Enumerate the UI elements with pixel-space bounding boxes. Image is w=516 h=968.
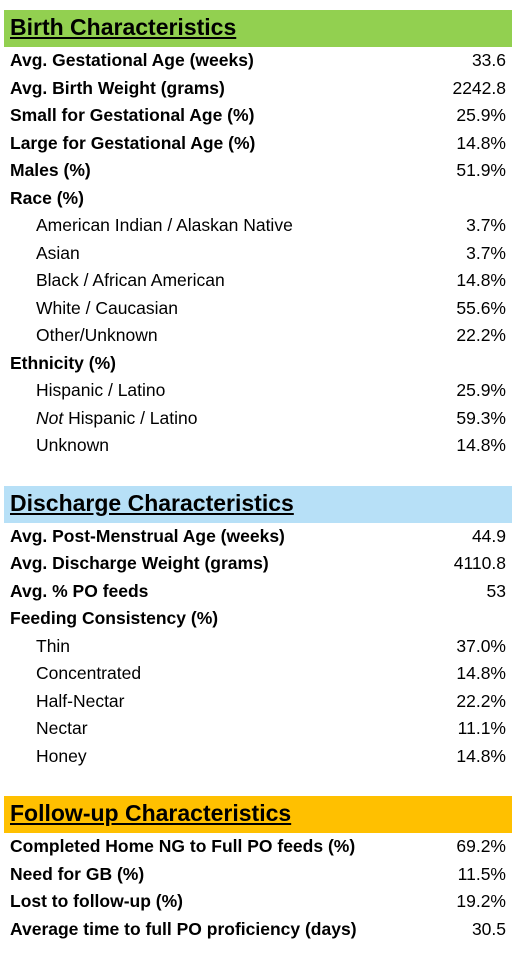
section-title: Follow-up Characteristics — [10, 800, 292, 826]
row-value: 53 — [486, 580, 506, 601]
row-label: Avg. Gestational Age (weeks) — [10, 50, 254, 70]
row-label: Need for GB (%) — [10, 863, 145, 884]
row-value: 22.2% — [456, 690, 506, 711]
row-value: 3.7% — [466, 242, 506, 263]
row-value: 14.8% — [456, 663, 506, 683]
row-value: 3.7% — [466, 215, 506, 235]
row-value: 4110.8 — [453, 553, 506, 573]
row-label: Average time to full PO proficiency (day… — [10, 918, 357, 939]
row-label: Avg. Birth Weight (grams) — [10, 77, 225, 98]
row-label: Ethnicity (%) — [10, 352, 116, 373]
row-label: Honey — [36, 745, 87, 766]
row-value: 14.8% — [456, 745, 506, 766]
row-value: 19.2% — [456, 891, 506, 911]
section-title: Birth Characteristics — [10, 14, 237, 40]
row-label: Half-Nectar — [36, 690, 125, 711]
row-value: 11.5% — [457, 863, 506, 884]
row-label: Avg. Discharge Weight (grams) — [10, 553, 269, 573]
row-label: White / Caucasian — [36, 297, 179, 318]
row-value: 14.8% — [456, 435, 506, 455]
row-label: Avg. Post-Menstrual Age (weeks) — [10, 525, 285, 546]
section-header: Discharge Characteristics — [4, 485, 512, 523]
row-label: Small for Gestational Age (%) — [10, 105, 255, 125]
row-label: Thin — [36, 635, 71, 656]
row-value: 59.3% — [456, 407, 506, 428]
row-label: Unknown — [36, 435, 109, 455]
row-value: 51.9% — [456, 160, 506, 180]
row-label: Large for Gestational Age (%) — [10, 132, 256, 153]
section-title: Discharge Characteristics — [10, 489, 294, 516]
row-value: 30.5 — [471, 918, 506, 939]
row-label: Lost to follow-up (%) — [10, 891, 184, 911]
row-value: 37.0% — [456, 635, 506, 656]
row-value: 55.6% — [456, 297, 506, 318]
label-italic: Not — [36, 407, 64, 428]
label-text: Hispanic / Latino — [68, 407, 198, 428]
row-value: 33.6 — [471, 50, 506, 70]
row-label: Concentrated — [36, 663, 142, 683]
row-label: Asian — [36, 242, 80, 263]
row-value: 2242.8 — [452, 77, 506, 98]
row-value: 14.8% — [456, 132, 506, 153]
row-value: 11.1% — [457, 718, 506, 738]
section-header: Follow-up Characteristics — [4, 796, 512, 833]
row-value: 44.9 — [471, 525, 506, 546]
row-label: Avg. % PO feeds — [10, 580, 149, 601]
row-label: Males (%) — [10, 160, 91, 180]
row-label: Completed Home NG to Full PO feeds (%) — [10, 836, 356, 856]
row-value: 14.8% — [456, 270, 506, 290]
row-value: 25.9% — [456, 380, 506, 400]
row-value: 69.2% — [456, 836, 506, 856]
row-label: American Indian / Alaskan Native — [36, 215, 293, 235]
row-label: Feeding Consistency (%) — [10, 608, 219, 628]
row-value: 22.2% — [456, 325, 506, 345]
row-label: Other/Unknown — [36, 325, 158, 345]
row-value: 25.9% — [456, 105, 506, 125]
section-header: Birth Characteristics — [4, 10, 512, 47]
row-label: Hispanic / Latino — [36, 380, 166, 400]
row-label: Nectar — [36, 718, 88, 738]
row-label: Black / African American — [36, 270, 225, 290]
row-label: Race (%) — [10, 187, 84, 208]
row-label: Not Hispanic / Latino — [36, 405, 198, 433]
